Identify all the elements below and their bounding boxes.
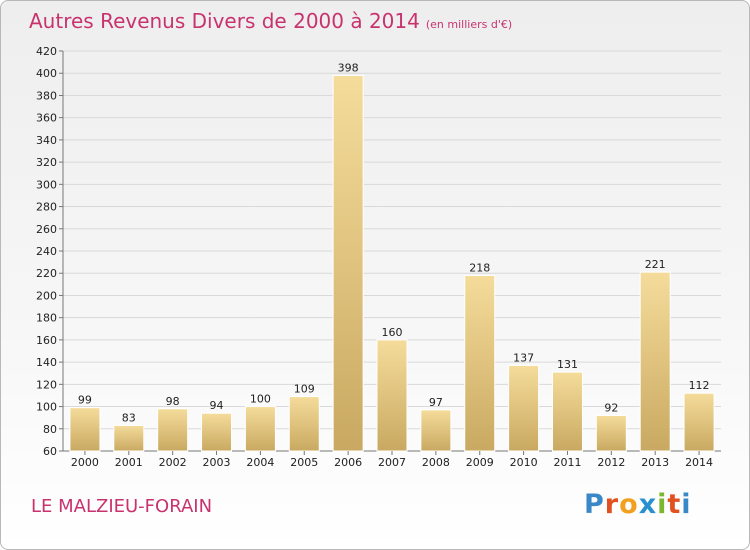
y-tick-label: 420 xyxy=(36,45,57,58)
brand-logo: Proxiti xyxy=(584,489,692,520)
brand-letter: t xyxy=(667,489,682,520)
y-tick-label: 220 xyxy=(36,267,57,280)
place-name: LE MALZIEU-FORAIN xyxy=(31,496,213,517)
x-tick-label: 2006 xyxy=(334,456,362,469)
bar-value-label: 218 xyxy=(469,261,490,274)
y-tick-label: 300 xyxy=(36,178,57,191)
bar xyxy=(157,408,189,452)
y-tick-label: 340 xyxy=(36,134,57,147)
bar-value-label: 131 xyxy=(557,358,578,371)
bar xyxy=(551,371,583,452)
x-tick-label: 2003 xyxy=(203,456,231,469)
x-tick-label: 2002 xyxy=(159,456,187,469)
brand-letter: i xyxy=(657,489,668,520)
bar-value-label: 100 xyxy=(250,393,271,406)
y-tick-label: 80 xyxy=(43,423,57,436)
bar-value-label: 109 xyxy=(294,383,315,396)
bar xyxy=(420,409,452,452)
x-tick-label: 2010 xyxy=(510,456,538,469)
y-tick-label: 240 xyxy=(36,245,57,258)
x-tick-label: 2008 xyxy=(422,456,450,469)
bar xyxy=(244,406,276,452)
bar-value-label: 160 xyxy=(382,326,403,339)
y-tick-label: 380 xyxy=(36,89,57,102)
bar xyxy=(639,271,671,452)
bar-value-label: 98 xyxy=(166,395,180,408)
chart-title: Autres Revenus Divers de 2000 à 2014 xyxy=(29,9,420,33)
brand-letter: P xyxy=(584,489,605,520)
bar xyxy=(288,396,320,452)
brand-letter: r xyxy=(604,489,620,520)
bar xyxy=(683,392,715,452)
x-tick-label: 2013 xyxy=(641,456,669,469)
bar xyxy=(508,364,540,452)
bar xyxy=(201,412,233,452)
y-tick-label: 200 xyxy=(36,289,57,302)
x-tick-label: 2004 xyxy=(246,456,274,469)
bar-value-label: 92 xyxy=(604,401,618,414)
y-tick-label: 160 xyxy=(36,334,57,347)
brand-letter: o xyxy=(619,489,639,520)
bar-value-label: 112 xyxy=(689,379,710,392)
y-tick-label: 280 xyxy=(36,201,57,214)
y-tick-label: 100 xyxy=(36,401,57,414)
title-block: Autres Revenus Divers de 2000 à 2014 (en … xyxy=(29,9,512,33)
bar-value-label: 137 xyxy=(513,351,534,364)
bar-value-label: 398 xyxy=(338,61,359,74)
x-tick-label: 2001 xyxy=(115,456,143,469)
y-tick-label: 400 xyxy=(36,67,57,80)
chart-subtitle: (en milliers d'€) xyxy=(425,18,513,31)
y-tick-label: 120 xyxy=(36,378,57,391)
x-tick-label: 2007 xyxy=(378,456,406,469)
bar xyxy=(332,74,364,452)
bar xyxy=(376,339,408,452)
bar xyxy=(113,424,145,452)
bar-value-label: 94 xyxy=(210,399,224,412)
bar-value-label: 97 xyxy=(429,396,443,409)
y-tick-label: 180 xyxy=(36,312,57,325)
y-tick-label: 60 xyxy=(43,445,57,458)
brand-letter: i xyxy=(681,489,692,520)
bar-value-label: 221 xyxy=(645,258,666,271)
bar xyxy=(464,274,496,452)
x-tick-label: 2011 xyxy=(553,456,581,469)
y-tick-label: 140 xyxy=(36,356,57,369)
y-tick-label: 360 xyxy=(36,112,57,125)
bar-value-label: 83 xyxy=(122,411,136,424)
y-tick-label: 260 xyxy=(36,223,57,236)
x-tick-label: 2014 xyxy=(685,456,713,469)
bar xyxy=(595,414,627,452)
bar xyxy=(69,407,101,452)
x-tick-label: 2009 xyxy=(466,456,494,469)
brand-letter: x xyxy=(638,489,658,520)
x-tick-label: 2005 xyxy=(290,456,318,469)
x-tick-label: 2000 xyxy=(71,456,99,469)
bar-value-label: 99 xyxy=(78,394,92,407)
y-tick-label: 320 xyxy=(36,156,57,169)
x-tick-label: 2012 xyxy=(597,456,625,469)
